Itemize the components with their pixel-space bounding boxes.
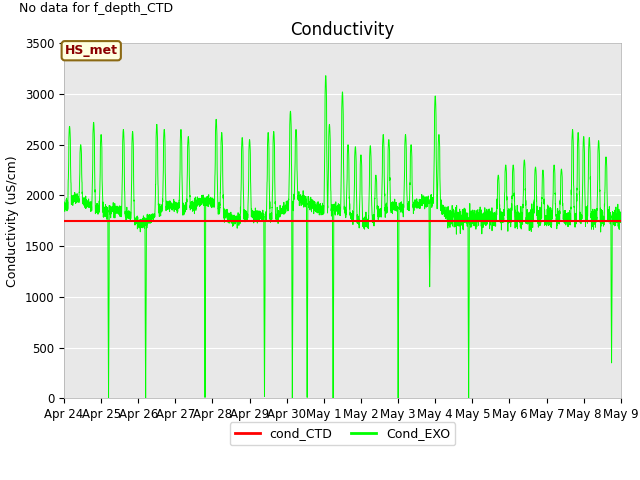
Text: HS_met: HS_met xyxy=(65,44,118,57)
Legend: cond_CTD, Cond_EXO: cond_CTD, Cond_EXO xyxy=(230,422,455,445)
Y-axis label: Conductivity (uS/cm): Conductivity (uS/cm) xyxy=(6,155,19,287)
Title: Conductivity: Conductivity xyxy=(291,21,394,39)
Text: No data for f_depth_CTD: No data for f_depth_CTD xyxy=(19,2,173,15)
